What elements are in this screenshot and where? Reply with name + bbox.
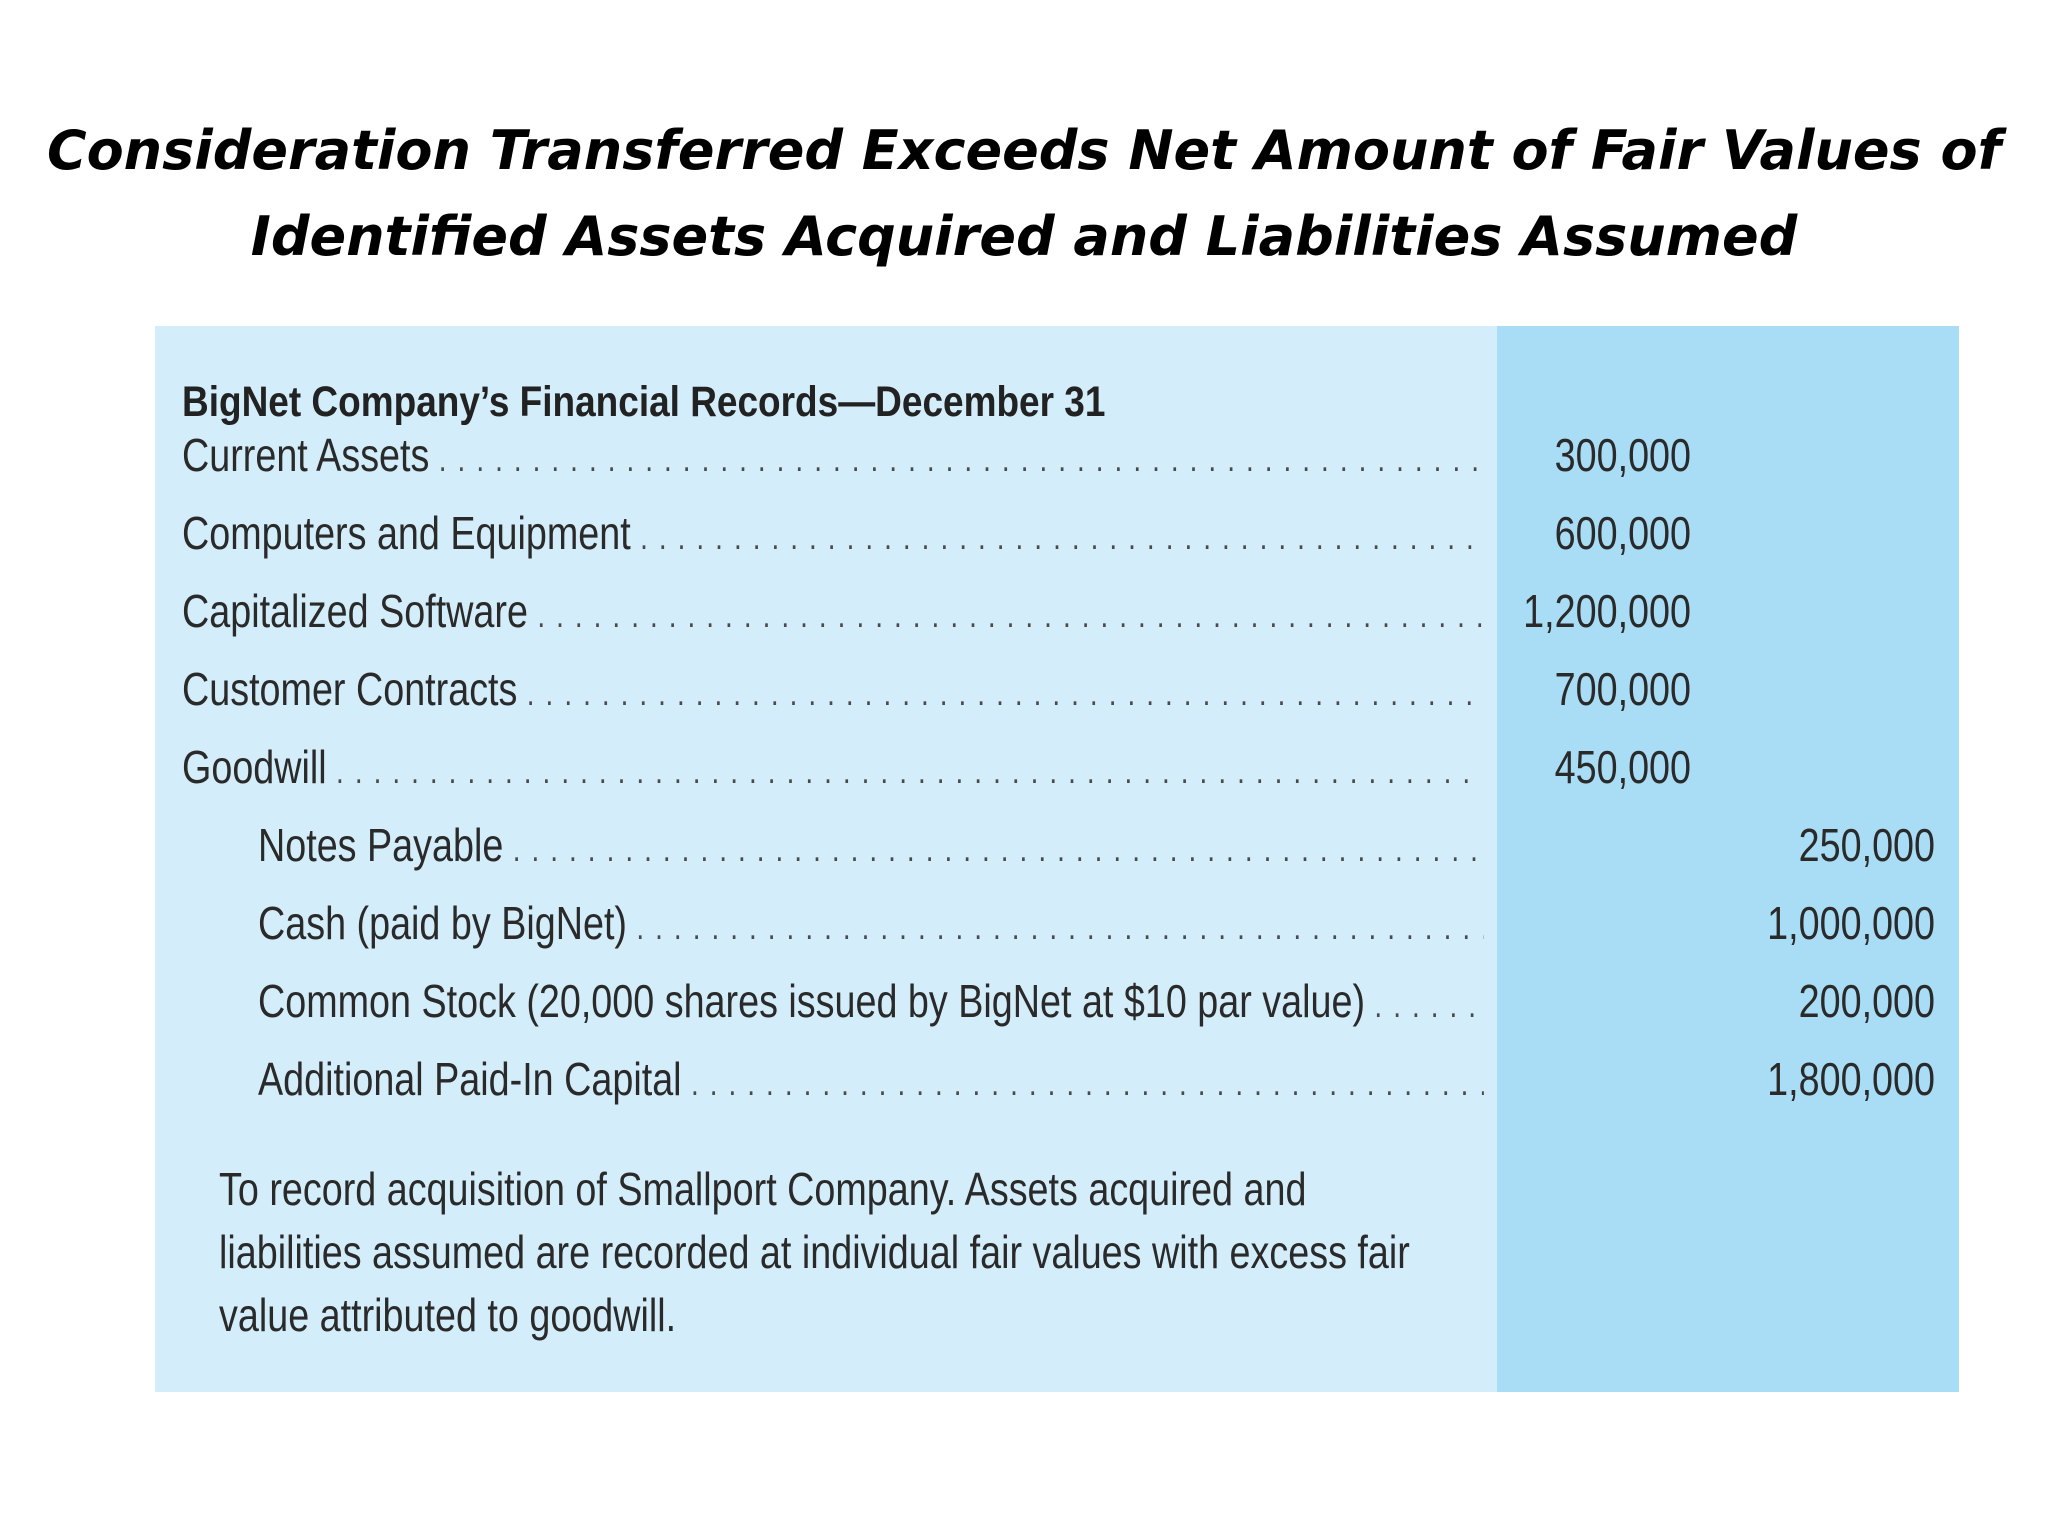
- slide-title-line-2: Identified Assets Acquired and Liabiliti…: [250, 205, 1798, 268]
- debit-amount: 700,000: [1554, 663, 1691, 715]
- journal-row: Computers and Equipment 600,000: [155, 494, 1959, 572]
- account-name: Computers and Equipment: [182, 494, 1483, 572]
- journal-row: Common Stock (20,000 shares issued by Bi…: [155, 962, 1959, 1040]
- credit-amount: 1,800,000: [1767, 1053, 1935, 1105]
- account-name: Cash (paid by BigNet): [258, 884, 1484, 962]
- account-name: Goodwill: [182, 728, 1483, 806]
- journal-row: Cash (paid by BigNet) 1,000,000: [155, 884, 1959, 962]
- journal-entry-panel: BigNet Company’s Financial Records—Decem…: [155, 326, 1959, 1392]
- account-name: Notes Payable: [258, 806, 1484, 884]
- account-name: Current Assets: [182, 416, 1483, 494]
- credit-amount: 200,000: [1798, 975, 1935, 1027]
- journal-row: Additional Paid-In Capital 1,800,000: [155, 1040, 1959, 1118]
- debit-amount: 300,000: [1554, 429, 1691, 481]
- debit-amount: 600,000: [1554, 507, 1691, 559]
- account-name: Capitalized Software: [182, 572, 1483, 650]
- account-name: Customer Contracts: [182, 650, 1483, 728]
- debit-amount: 1,200,000: [1523, 585, 1691, 637]
- journal-row: Current Assets 300,000: [155, 416, 1959, 494]
- account-name: Additional Paid-In Capital: [258, 1040, 1484, 1118]
- credit-amount: 250,000: [1798, 819, 1935, 871]
- credit-amount: 1,000,000: [1767, 897, 1935, 949]
- journal-row: Notes Payable 250,000: [155, 806, 1959, 884]
- journal-row: Goodwill 450,000: [155, 728, 1959, 806]
- amount-column-shading: [1497, 326, 1959, 1392]
- journal-row: Capitalized Software 1,200,000: [155, 572, 1959, 650]
- slide-title-line-1: Consideration Transferred Exceeds Net Am…: [46, 119, 2002, 182]
- entry-explanation: To record acquisition of Smallport Compa…: [219, 1163, 1410, 1341]
- debit-amount: 450,000: [1554, 741, 1691, 793]
- journal-row: Customer Contracts 700,000: [155, 650, 1959, 728]
- account-name: Common Stock (20,000 shares issued by Bi…: [258, 962, 1484, 1040]
- slide-title: Consideration Transferred Exceeds Net Am…: [0, 108, 2048, 280]
